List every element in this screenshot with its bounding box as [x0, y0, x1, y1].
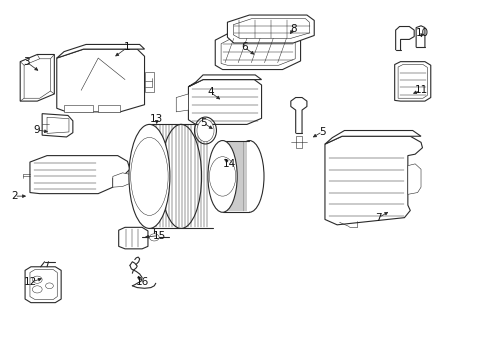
Polygon shape: [57, 44, 144, 58]
Text: 4: 4: [206, 87, 213, 97]
Polygon shape: [24, 59, 50, 98]
Polygon shape: [188, 80, 261, 125]
Bar: [222, 140, 249, 212]
Polygon shape: [325, 131, 420, 144]
Text: 5: 5: [319, 127, 325, 136]
Ellipse shape: [129, 125, 169, 228]
Polygon shape: [233, 19, 309, 39]
Polygon shape: [57, 49, 144, 112]
Polygon shape: [221, 35, 295, 65]
Polygon shape: [325, 136, 422, 225]
Bar: [64, 105, 93, 112]
Bar: [98, 105, 120, 112]
Polygon shape: [290, 98, 306, 134]
Text: 5: 5: [199, 118, 206, 128]
Ellipse shape: [209, 157, 235, 196]
Text: 6: 6: [241, 42, 247, 52]
Polygon shape: [215, 30, 300, 69]
Text: 9: 9: [33, 125, 40, 135]
Text: 11: 11: [413, 85, 427, 95]
Polygon shape: [42, 114, 73, 137]
Polygon shape: [30, 270, 57, 300]
Ellipse shape: [160, 125, 201, 228]
Polygon shape: [395, 27, 413, 50]
Circle shape: [32, 286, 42, 293]
Polygon shape: [119, 227, 148, 249]
Polygon shape: [144, 72, 154, 92]
Polygon shape: [397, 64, 427, 98]
Polygon shape: [407, 164, 420, 194]
Ellipse shape: [234, 140, 264, 212]
Text: 16: 16: [135, 277, 148, 287]
Polygon shape: [394, 62, 430, 101]
Ellipse shape: [207, 140, 237, 212]
Text: 12: 12: [24, 277, 38, 287]
Text: 14: 14: [223, 159, 236, 169]
Circle shape: [45, 283, 53, 289]
Polygon shape: [20, 54, 54, 101]
Polygon shape: [227, 15, 314, 43]
Polygon shape: [47, 117, 69, 134]
Text: 15: 15: [152, 231, 165, 240]
Circle shape: [149, 234, 159, 241]
Polygon shape: [176, 94, 188, 112]
Circle shape: [32, 276, 42, 283]
Text: 10: 10: [415, 28, 428, 38]
Text: 7: 7: [374, 213, 381, 222]
Polygon shape: [188, 75, 261, 87]
Ellipse shape: [197, 120, 214, 141]
Text: 13: 13: [150, 114, 163, 124]
Text: 8: 8: [289, 24, 296, 35]
Text: 3: 3: [22, 57, 29, 67]
Polygon shape: [415, 26, 424, 47]
Polygon shape: [25, 267, 61, 303]
Polygon shape: [295, 136, 302, 148]
Text: 2: 2: [11, 191, 18, 201]
Bar: [149, 125, 212, 228]
Text: 1: 1: [124, 42, 130, 52]
Polygon shape: [113, 173, 131, 187]
Polygon shape: [30, 156, 130, 194]
